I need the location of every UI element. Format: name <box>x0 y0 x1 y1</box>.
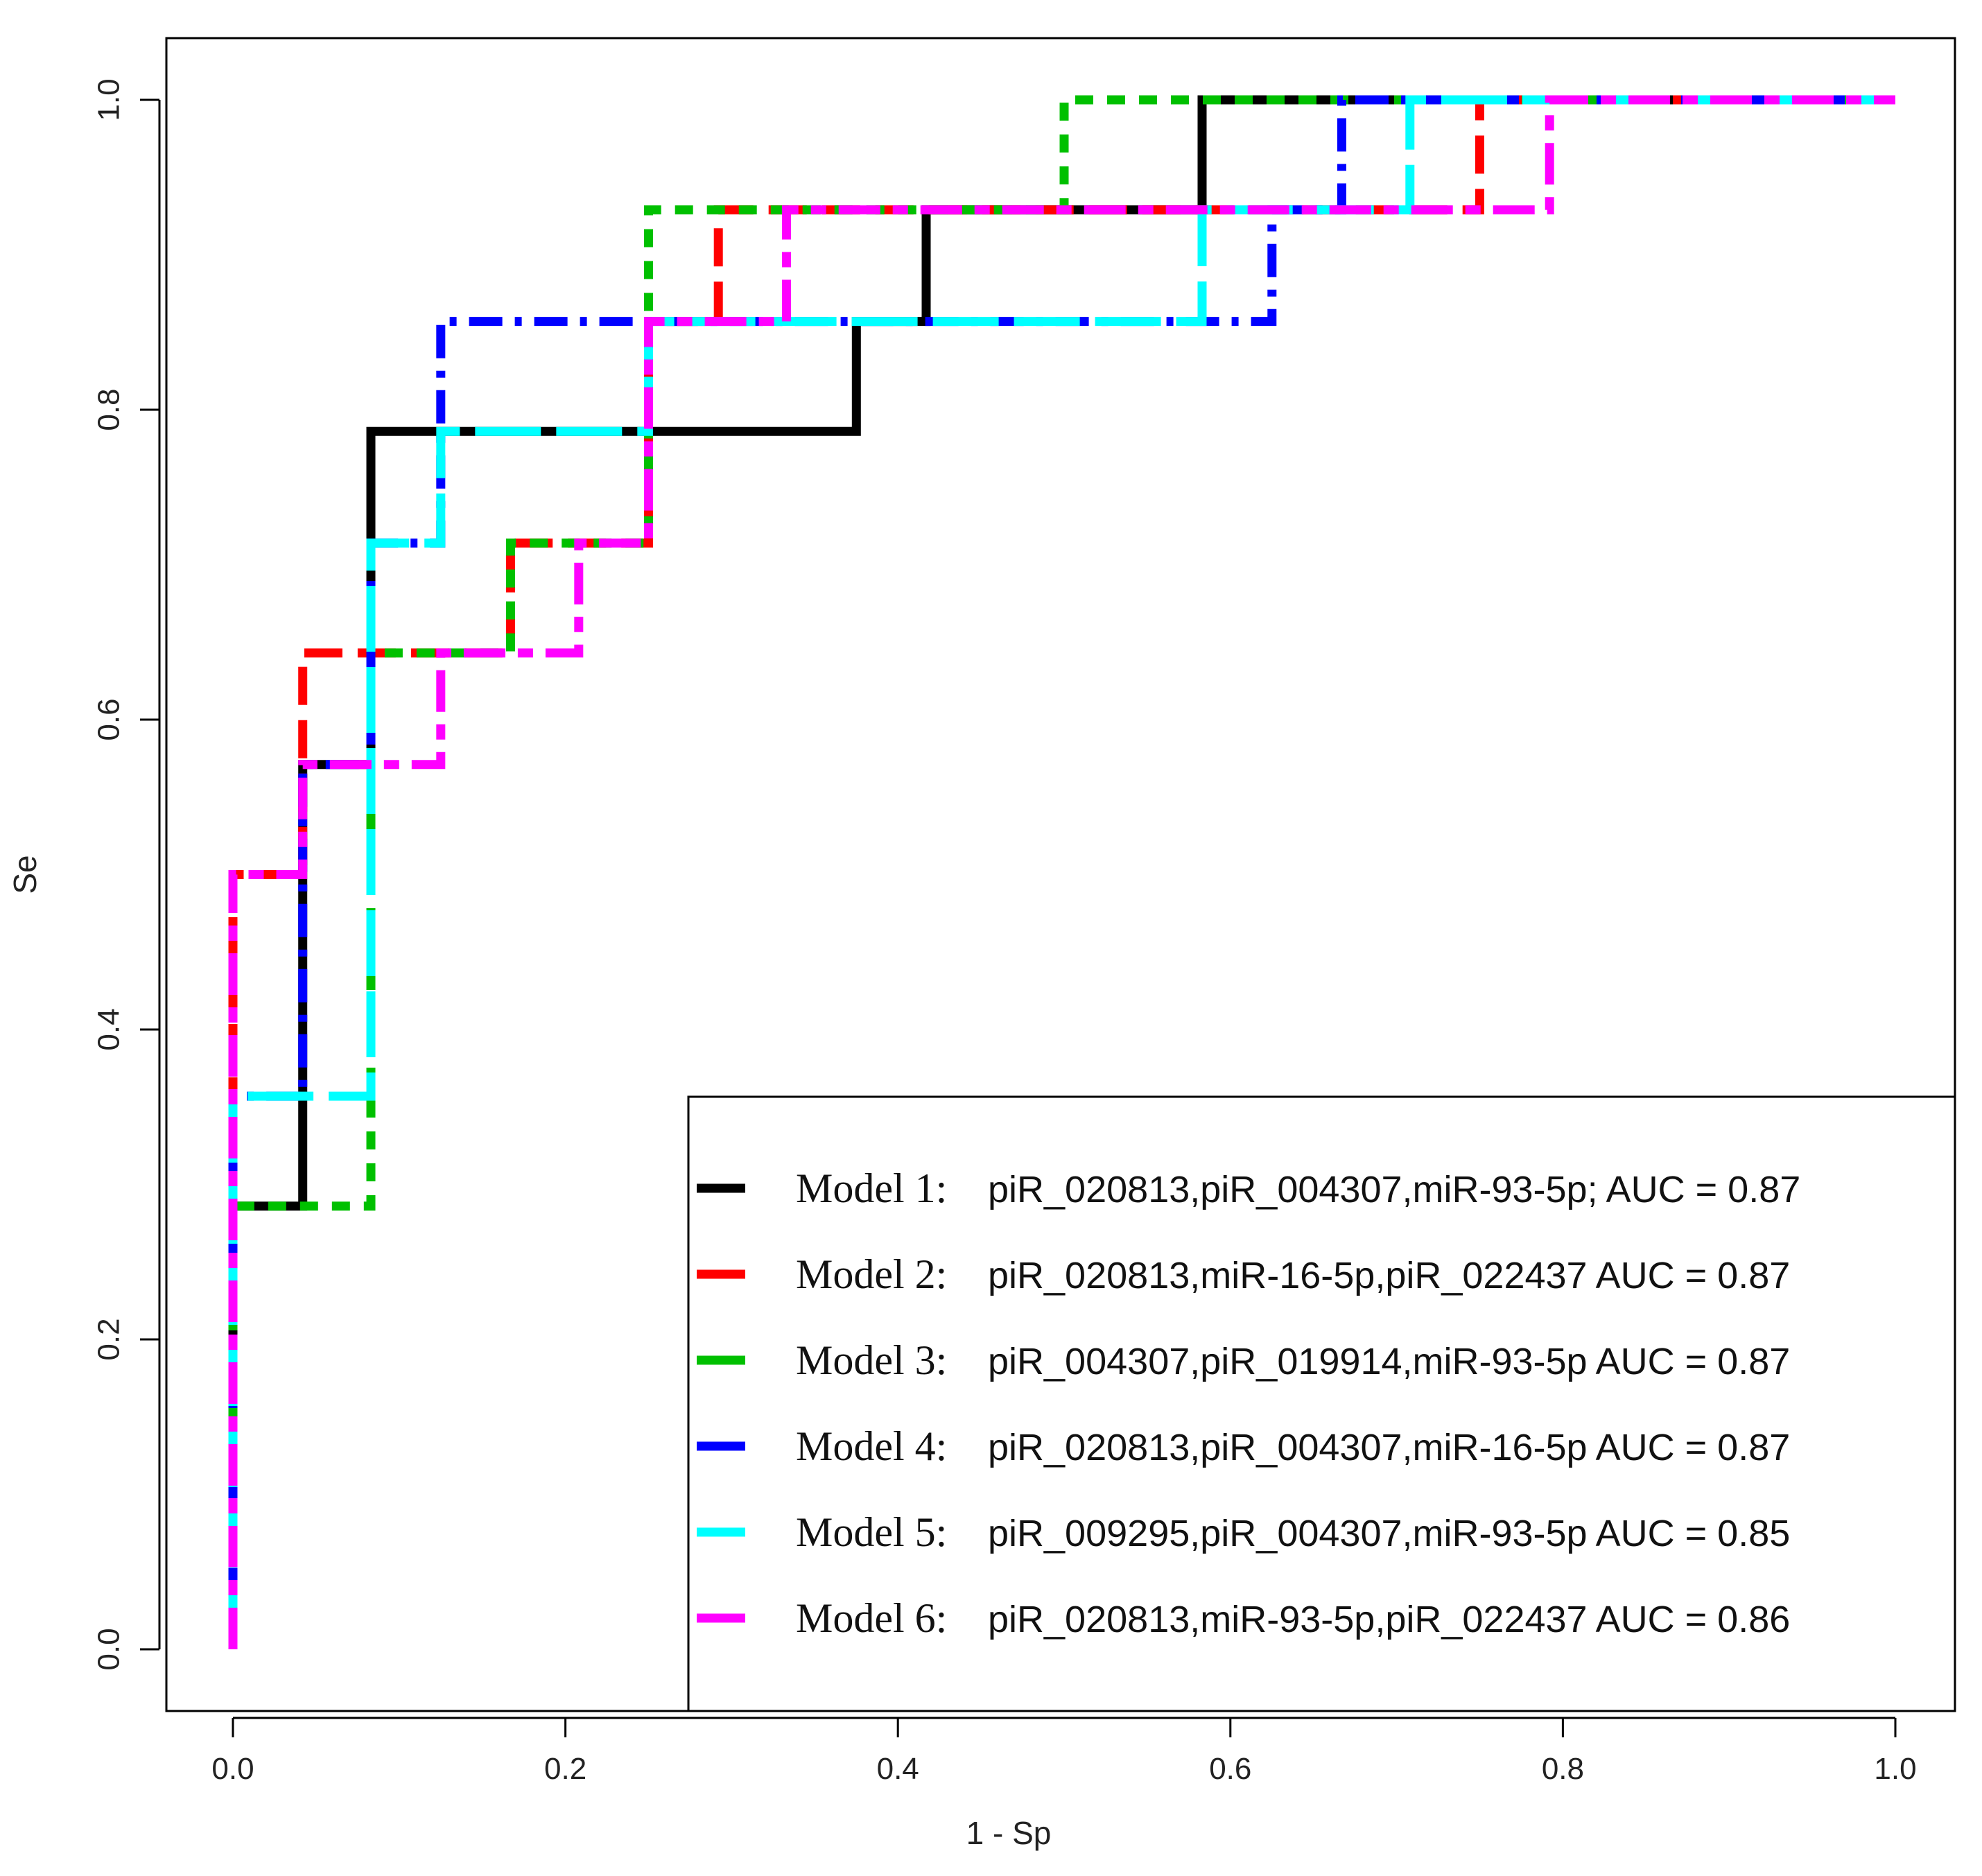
x-tick-label: 1.0 <box>1874 1752 1916 1786</box>
x-tick-label: 0.6 <box>1209 1752 1251 1786</box>
y-tick-label: 0.6 <box>92 698 126 740</box>
legend-model-label: piR_020813,piR_004307,miR-93-5p; AUC = 0… <box>988 1169 1800 1210</box>
y-axis-title: Se <box>7 855 43 894</box>
legend-model-label: piR_020813,miR-93-5p,piR_022437 AUC = 0.… <box>988 1599 1790 1640</box>
legend-model-name: Model 3: <box>796 1337 947 1383</box>
x-tick-label: 0.0 <box>211 1752 254 1786</box>
y-axis: 0.0 0.2 0.4 0.6 0.8 1.0 <box>92 78 161 1671</box>
y-tick-label: 0.4 <box>92 1008 126 1050</box>
legend-model-label: piR_020813,piR_004307,miR-16-5p AUC = 0.… <box>988 1427 1790 1468</box>
y-tick-label: 0.2 <box>92 1318 126 1360</box>
legend-model-name: Model 4: <box>796 1423 947 1469</box>
series-layer <box>228 95 1895 1649</box>
legend-model-label: piR_020813,miR-16-5p,piR_022437 AUC = 0.… <box>988 1255 1790 1296</box>
x-axis-title: 1 - Sp <box>966 1815 1052 1851</box>
x-tick-label: 0.8 <box>1542 1752 1584 1786</box>
legend-model-label: piR_004307,piR_019914,miR-93-5p AUC = 0.… <box>988 1341 1790 1382</box>
series-line-model-6 <box>228 95 1895 1649</box>
legend: Model 1: piR_020813,piR_004307,miR-93-5p;… <box>687 1095 1956 1712</box>
y-tick-label: 0.0 <box>92 1628 126 1670</box>
legend-model-name: Model 5: <box>796 1509 947 1555</box>
series-line-model-3 <box>228 95 1895 1649</box>
legend-model-label: piR_009295,piR_004307,miR-93-5p AUC = 0.… <box>988 1513 1790 1554</box>
x-tick-label: 0.2 <box>544 1752 586 1786</box>
legend-model-name: Model 1: <box>796 1165 947 1211</box>
series-line-model-5 <box>228 95 1895 1649</box>
legend-model-name: Model 6: <box>796 1595 947 1641</box>
y-tick-label: 0.8 <box>92 388 126 431</box>
x-tick-label: 0.4 <box>877 1752 919 1786</box>
y-tick-label: 1.0 <box>92 78 126 121</box>
legend-model-name: Model 2: <box>796 1251 947 1297</box>
legend-box <box>687 1095 1956 1712</box>
x-axis: 0.0 0.2 0.4 0.6 0.8 1.0 <box>211 1717 1917 1786</box>
